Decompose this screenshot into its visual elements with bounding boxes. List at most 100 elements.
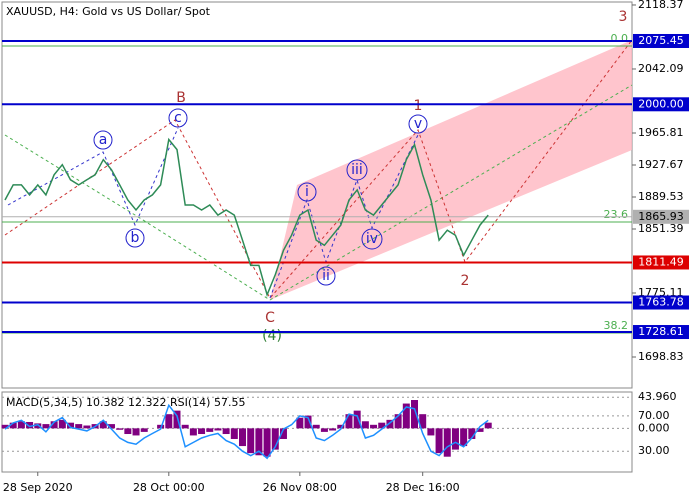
macd-bar — [189, 428, 197, 436]
macd-bar — [460, 428, 468, 447]
wave-line — [269, 134, 419, 299]
indicator-tick-label: 0.000 — [638, 421, 670, 434]
macd-bar — [67, 422, 75, 429]
macd-bar — [402, 403, 410, 429]
macd-bar — [443, 428, 451, 457]
macd-bar — [370, 424, 378, 429]
macd-bar — [296, 417, 304, 429]
rsi-tick-label: 70.00 — [638, 409, 670, 422]
macd-bar — [198, 428, 206, 435]
macd-bar — [386, 419, 394, 429]
wave-line — [7, 127, 179, 227]
level-label: 1865.93 — [638, 210, 684, 223]
macd-bar — [451, 428, 459, 450]
macd-bar — [337, 424, 345, 429]
macd-bar — [9, 422, 17, 429]
macd-bar — [468, 428, 476, 439]
macd-bar — [17, 421, 25, 429]
macd-bar — [83, 425, 91, 429]
macd-bar — [206, 428, 214, 432]
y-tick-label: 1698.83 — [638, 350, 684, 363]
macd-bar — [58, 419, 66, 429]
y-tick-label: 2118.37 — [638, 0, 684, 11]
wave-label: a — [99, 132, 108, 148]
x-tick-label: 28 Sep 2020 — [3, 481, 73, 494]
wave-label: v — [414, 116, 422, 132]
indicator-title: MACD(5,34,5) 10.382 12.322 RSI(14) 57.55 — [6, 396, 245, 409]
indicator-panel — [1, 391, 633, 473]
level-box — [633, 325, 689, 340]
wave-circles — [93, 108, 428, 286]
macd-bar — [255, 428, 263, 456]
macd-bar — [132, 428, 140, 436]
macd-bar — [181, 424, 189, 429]
price-line — [4, 137, 489, 298]
x-tick-label: 26 Nov 08:00 — [263, 481, 337, 494]
rsi-line — [4, 403, 489, 460]
y-tick-label: 2042.09 — [638, 62, 684, 75]
macd-bar — [75, 424, 83, 429]
macd-bar — [214, 428, 222, 431]
rsi-tick-label: 30.00 — [638, 444, 670, 457]
macd-bar — [50, 421, 58, 429]
fib-label: 23.6 — [604, 208, 629, 221]
level-box — [633, 295, 689, 310]
wave-label: iii — [351, 162, 363, 178]
macd-bar — [279, 428, 287, 439]
macd-bar — [427, 428, 435, 436]
level-label: 2075.45 — [638, 34, 684, 47]
macd-bar — [26, 421, 34, 429]
wave-label: i — [305, 184, 309, 200]
macd-bar — [353, 410, 361, 429]
wave-label: 3 — [619, 9, 628, 25]
macd-bar — [304, 415, 312, 429]
y-tick-label: 1927.67 — [638, 158, 684, 171]
macd-bar — [419, 414, 427, 429]
level-label: 2000.00 — [638, 97, 684, 110]
macd-bar — [99, 421, 107, 429]
macd-bar — [239, 428, 247, 447]
level-box — [633, 33, 689, 48]
wave-label: iv — [366, 231, 378, 247]
wave-line — [269, 84, 633, 301]
macd-bar — [361, 421, 369, 429]
macd-bar — [394, 414, 402, 429]
level-label: 1763.78 — [638, 296, 684, 309]
macd-bar — [1, 424, 9, 429]
level-label: 1811.49 — [638, 255, 684, 268]
wave-label: c — [174, 110, 182, 126]
macd-bar — [271, 428, 279, 450]
macd-bar — [345, 414, 353, 429]
macd-bar — [435, 428, 443, 454]
y-tick-label: 1851.39 — [638, 222, 684, 235]
level-box — [633, 255, 689, 270]
indicator-tick-label: 43.960 — [638, 390, 677, 403]
wave-label: 1 — [414, 98, 423, 114]
macd-bar — [411, 400, 418, 429]
wave-label: ii — [322, 268, 330, 284]
macd-bar — [230, 428, 238, 439]
wave-label: (4) — [262, 328, 282, 344]
fib-label: 0.0 — [611, 32, 629, 45]
macd-bar — [34, 423, 42, 429]
y-tick-label: 1889.53 — [638, 190, 684, 203]
macd-bar — [222, 428, 230, 435]
level-label: 1728.61 — [638, 325, 684, 338]
wave-line — [4, 134, 271, 301]
wave-label: B — [176, 90, 186, 106]
macd-bar — [476, 428, 484, 432]
macd-bar — [165, 414, 173, 429]
level-box — [633, 97, 689, 112]
macd-bar — [312, 424, 320, 429]
macd-bar — [329, 428, 337, 431]
x-tick-label: 28 Oct 00:00 — [133, 481, 205, 494]
level-box — [633, 209, 689, 224]
x-tick-label: 28 Dec 16:00 — [386, 481, 460, 494]
wave-label: b — [131, 230, 140, 246]
macd-bar — [378, 422, 386, 429]
macd-bar — [484, 422, 492, 429]
chart-title: XAUUSD, H4: Gold vs US Dollar/ Spot — [6, 5, 211, 18]
macd-bar — [320, 428, 328, 432]
macd-bar — [107, 424, 115, 429]
